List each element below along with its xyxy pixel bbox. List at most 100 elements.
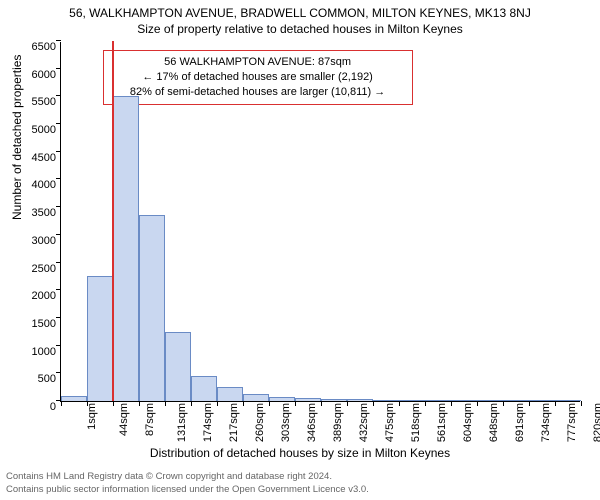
x-tick-mark <box>61 401 62 406</box>
x-tick-mark <box>295 401 296 406</box>
x-tick-mark <box>269 401 270 406</box>
y-tick-mark <box>56 151 61 152</box>
histogram-bar <box>451 400 477 401</box>
histogram-bar <box>347 399 373 401</box>
x-tick-label: 648sqm <box>488 403 500 442</box>
annotation-line-3: 82% of semi-detached houses are larger (… <box>112 85 404 100</box>
footer-line-1: Contains HM Land Registry data © Crown c… <box>6 471 594 483</box>
y-tick-label: 4000 <box>16 179 56 191</box>
x-tick-label: 389sqm <box>332 403 344 442</box>
y-tick-mark <box>56 289 61 290</box>
x-tick-mark <box>165 401 166 406</box>
histogram-bar <box>425 400 451 401</box>
y-tick-label: 5500 <box>16 96 56 108</box>
x-tick-label: 518sqm <box>410 403 422 442</box>
x-tick-mark <box>477 401 478 406</box>
y-tick-mark <box>56 68 61 69</box>
annotation-line-2: ← 17% of detached houses are smaller (2,… <box>112 70 404 85</box>
x-tick-label: 432sqm <box>358 403 370 442</box>
histogram-bar <box>295 398 321 401</box>
histogram-bar <box>503 400 529 401</box>
x-tick-label: 475sqm <box>384 403 396 442</box>
x-tick-mark <box>399 401 400 406</box>
x-tick-label: 346sqm <box>306 403 318 442</box>
x-tick-mark <box>217 401 218 406</box>
y-tick-label: 2500 <box>16 263 56 275</box>
x-tick-mark <box>555 401 556 406</box>
histogram-bar <box>165 332 191 401</box>
x-tick-label: 217sqm <box>228 403 240 442</box>
y-tick-label: 500 <box>16 373 56 385</box>
annotation-line-1: 56 WALKHAMPTON AVENUE: 87sqm <box>112 55 404 70</box>
histogram-bar <box>243 394 269 401</box>
x-tick-mark <box>139 401 140 406</box>
y-tick-mark <box>56 372 61 373</box>
page-subtitle: Size of property relative to detached ho… <box>0 20 600 36</box>
y-tick-mark <box>56 123 61 124</box>
x-tick-label: 87sqm <box>144 403 156 436</box>
x-axis-label: Distribution of detached houses by size … <box>0 446 600 460</box>
histogram-bar <box>61 396 87 401</box>
y-tick-label: 4500 <box>16 152 56 164</box>
y-tick-label: 2000 <box>16 290 56 302</box>
y-tick-label: 3000 <box>16 235 56 247</box>
histogram-bar <box>399 400 425 401</box>
y-tick-label: 0 <box>16 401 56 413</box>
x-tick-label: 561sqm <box>436 403 448 442</box>
y-tick-mark <box>56 206 61 207</box>
y-tick-mark <box>56 345 61 346</box>
histogram-bar <box>477 400 503 401</box>
x-tick-label: 691sqm <box>514 403 526 442</box>
histogram-bar <box>373 400 399 401</box>
histogram-bar <box>217 387 243 401</box>
x-tick-label: 260sqm <box>254 403 266 442</box>
x-tick-mark <box>87 401 88 406</box>
y-tick-label: 6000 <box>16 69 56 81</box>
x-tick-label: 131sqm <box>176 403 188 442</box>
x-tick-mark <box>243 401 244 406</box>
y-tick-mark <box>56 178 61 179</box>
histogram-bar <box>321 399 347 401</box>
y-tick-label: 1000 <box>16 346 56 358</box>
histogram-bar <box>139 215 165 401</box>
x-tick-label: 1sqm <box>86 403 98 430</box>
y-tick-mark <box>56 234 61 235</box>
x-tick-label: 734sqm <box>540 403 552 442</box>
x-tick-label: 777sqm <box>566 403 578 442</box>
y-tick-mark <box>56 95 61 96</box>
x-tick-mark <box>581 401 582 406</box>
x-tick-label: 820sqm <box>592 403 600 442</box>
histogram-bar <box>87 276 113 401</box>
x-tick-mark <box>191 401 192 406</box>
plot-region: 56 WALKHAMPTON AVENUE: 87sqm ← 17% of de… <box>60 42 580 402</box>
x-tick-label: 174sqm <box>202 403 214 442</box>
y-tick-mark <box>56 262 61 263</box>
y-tick-mark <box>56 40 61 41</box>
x-tick-mark <box>373 401 374 406</box>
x-tick-label: 303sqm <box>280 403 292 442</box>
x-tick-mark <box>451 401 452 406</box>
highlight-marker <box>112 41 114 401</box>
x-tick-label: 604sqm <box>462 403 474 442</box>
y-tick-label: 1500 <box>16 318 56 330</box>
y-tick-mark <box>56 317 61 318</box>
y-tick-label: 6500 <box>16 41 56 53</box>
histogram-bar <box>555 400 581 401</box>
x-tick-mark <box>529 401 530 406</box>
page-title: 56, WALKHAMPTON AVENUE, BRADWELL COMMON,… <box>0 0 600 20</box>
y-tick-label: 3500 <box>16 207 56 219</box>
footer: Contains HM Land Registry data © Crown c… <box>0 468 600 500</box>
x-tick-mark <box>425 401 426 406</box>
x-tick-mark <box>113 401 114 406</box>
y-tick-label: 5000 <box>16 124 56 136</box>
annotation-box: 56 WALKHAMPTON AVENUE: 87sqm ← 17% of de… <box>103 50 413 105</box>
histogram-bar <box>529 400 555 401</box>
x-tick-mark <box>321 401 322 406</box>
histogram-bar <box>269 397 295 401</box>
x-tick-mark <box>347 401 348 406</box>
histogram-bar <box>191 376 217 401</box>
x-tick-label: 44sqm <box>118 403 130 436</box>
footer-line-2: Contains public sector information licen… <box>6 484 594 496</box>
x-tick-mark <box>503 401 504 406</box>
histogram-bar <box>113 96 139 401</box>
